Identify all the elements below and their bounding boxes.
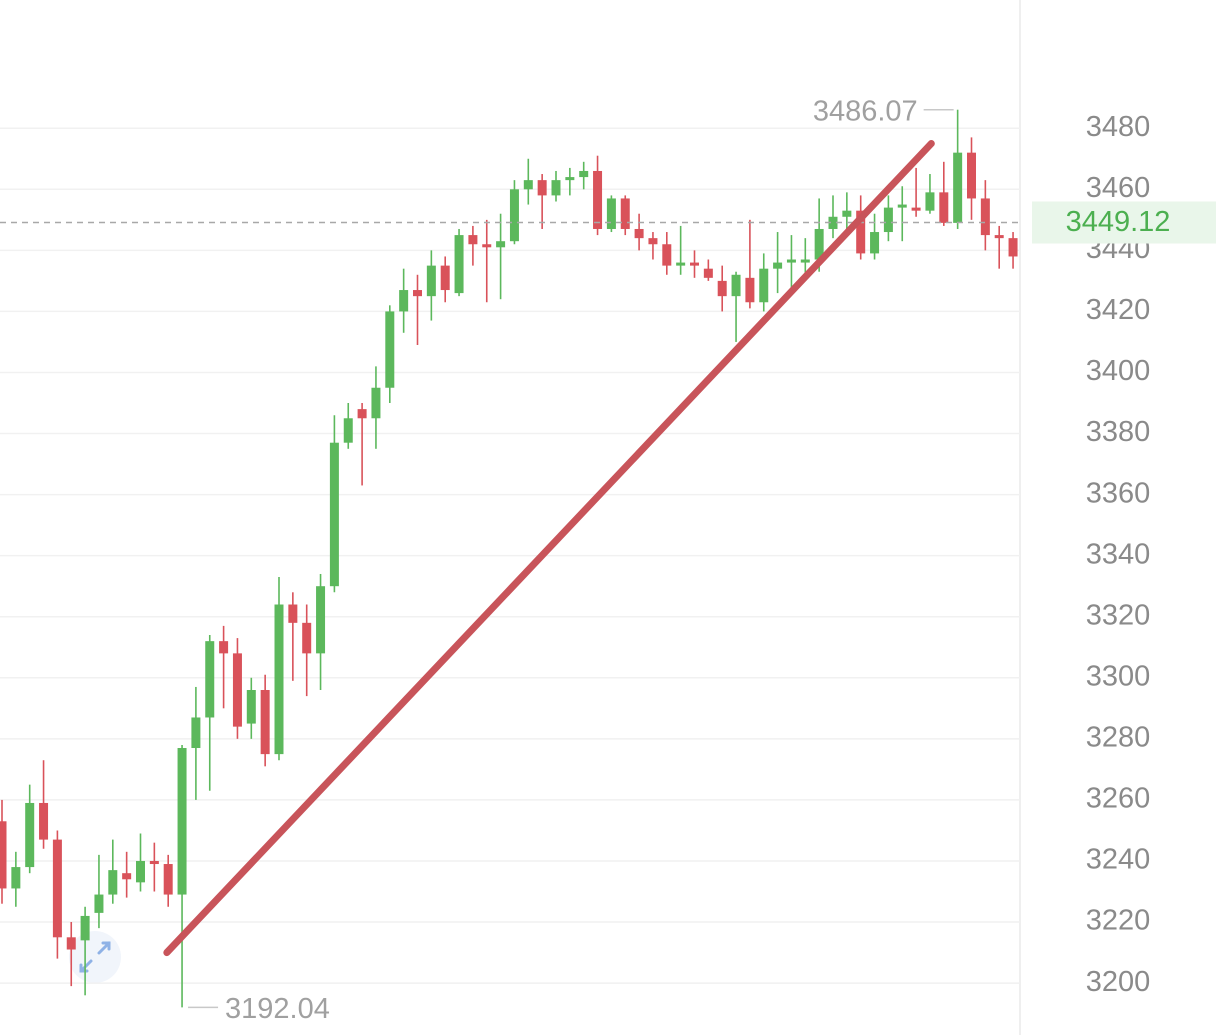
candle-body — [440, 265, 450, 291]
y-tick-label: 3240 — [1086, 844, 1151, 876]
candle-body — [329, 442, 339, 587]
candle-body — [745, 277, 755, 303]
candle-body — [967, 152, 976, 199]
candle-body — [606, 198, 616, 229]
candle-body — [662, 244, 672, 266]
y-tick-label: 3400 — [1086, 355, 1151, 387]
candle-body — [717, 280, 727, 297]
candle-body — [274, 604, 284, 755]
candle-body — [870, 232, 880, 254]
candle-body — [468, 235, 478, 245]
candle-body — [759, 268, 769, 303]
last-price-label: 3449.12 — [1066, 206, 1171, 238]
candle-body — [343, 418, 353, 443]
y-tick-label: 3220 — [1086, 905, 1151, 937]
y-tick-label: 3280 — [1086, 722, 1151, 754]
y-tick-label: 3480 — [1086, 111, 1151, 143]
y-tick-label: 3380 — [1086, 416, 1151, 448]
icon-bg — [69, 931, 121, 983]
candle-body — [980, 198, 990, 236]
candle-body — [690, 262, 699, 266]
candle-body — [620, 198, 630, 229]
candle-body — [0, 821, 7, 889]
candle-body — [80, 915, 90, 941]
candle-body — [357, 409, 367, 419]
candle-body — [496, 241, 506, 248]
candle-body — [814, 228, 824, 260]
expand-icon[interactable] — [69, 931, 121, 983]
candle-body — [537, 180, 547, 196]
candle-body — [316, 586, 326, 654]
candle-body — [939, 192, 949, 223]
candle-body — [232, 653, 242, 727]
candle-body — [911, 207, 921, 211]
candle-body — [426, 265, 436, 297]
candle-body — [883, 207, 893, 233]
candle-body — [371, 387, 381, 419]
grid — [0, 127, 1020, 984]
candle-body — [565, 177, 575, 181]
candle-body — [773, 262, 783, 269]
candle-body — [302, 622, 312, 654]
candle-body — [94, 894, 104, 913]
candle-body — [1008, 238, 1018, 257]
candle-body — [108, 870, 118, 895]
y-tick-label: 3340 — [1086, 538, 1151, 570]
candle-body — [593, 170, 603, 229]
candle-body — [953, 152, 963, 223]
candle-body — [11, 867, 21, 889]
candle-body — [828, 216, 838, 229]
trendline — [163, 139, 935, 957]
candle-body — [149, 860, 159, 865]
candle-body — [523, 180, 533, 190]
candle-body — [25, 802, 35, 868]
icon-arrows — [79, 941, 111, 973]
candle-body — [399, 290, 409, 312]
candle-body — [177, 748, 187, 895]
y-tick-label: 3260 — [1086, 783, 1151, 815]
candle-body — [925, 192, 935, 211]
candle-body — [676, 262, 686, 266]
candle-body — [191, 717, 201, 749]
candle-body — [246, 690, 256, 724]
candle-body — [66, 937, 76, 950]
high-label: 3486.07 — [813, 95, 918, 127]
y-tick-label: 3460 — [1086, 172, 1151, 204]
candle-body — [219, 641, 229, 654]
candle-body — [786, 259, 796, 263]
candle-body — [800, 259, 810, 263]
last-price-box — [1032, 201, 1216, 244]
candle-body — [994, 235, 1004, 239]
candle-body — [551, 180, 561, 196]
candle-body — [163, 864, 173, 895]
y-tick-label: 3360 — [1086, 477, 1151, 509]
candle-body — [288, 604, 298, 623]
candle-body — [703, 268, 713, 278]
candle-body — [260, 690, 270, 755]
y-tick-label: 3420 — [1086, 294, 1151, 326]
candle-body — [136, 860, 145, 883]
candle-body — [897, 204, 907, 208]
candle-body — [842, 210, 852, 217]
candle-body — [205, 641, 215, 718]
y-tick-label: 3320 — [1086, 599, 1151, 631]
low-label: 3192.04 — [225, 993, 330, 1025]
candle-body — [731, 274, 741, 297]
candle-body — [634, 228, 644, 239]
candle-body — [454, 235, 464, 294]
candle-body — [122, 873, 132, 880]
candle-body — [39, 802, 49, 840]
candle-body — [579, 170, 589, 178]
candle-body — [509, 189, 519, 242]
candle-body — [856, 210, 866, 254]
candle-body — [385, 311, 395, 388]
candle-body — [413, 290, 422, 297]
candle-body — [482, 244, 492, 248]
y-tick-label: 3200 — [1086, 966, 1151, 998]
y-tick-label: 3300 — [1086, 660, 1151, 692]
candle-body — [52, 839, 62, 938]
candle-body — [648, 238, 658, 245]
